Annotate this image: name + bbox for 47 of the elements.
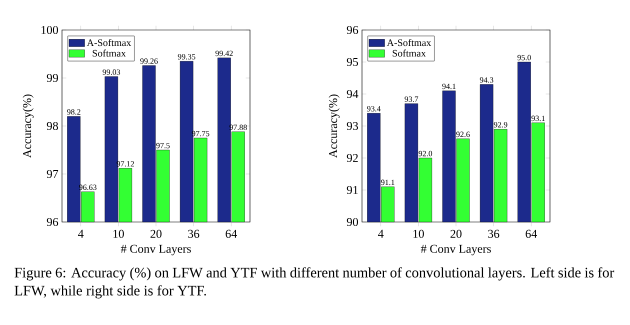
y-tick-label: 98 xyxy=(46,122,58,130)
y-tick-label: 94 xyxy=(346,90,358,98)
data-label: 99.26 xyxy=(140,58,158,64)
x-tick-label: 36 xyxy=(188,230,200,238)
data-label: 95.0 xyxy=(517,54,531,60)
x-tick-label: 36 xyxy=(488,230,500,238)
y-tick-label: 91 xyxy=(346,186,358,194)
data-label: 99.03 xyxy=(102,69,120,75)
legend-label: A-Softmax xyxy=(386,38,432,46)
x-tick-label: 20 xyxy=(450,230,462,238)
x-tick-label: 10 xyxy=(113,230,124,238)
y-axis-title: Accuracy(%) xyxy=(22,94,34,158)
x-tick-label: 64 xyxy=(526,230,538,238)
data-label: 94.1 xyxy=(442,84,456,90)
x-axis-title: # Conv Layers xyxy=(120,244,191,256)
x-tick-label: 20 xyxy=(150,230,162,238)
x-axis-title: # Conv Layers xyxy=(420,244,491,256)
y-tick-label: 99 xyxy=(46,74,58,82)
data-label: 97.5 xyxy=(156,142,170,148)
x-tick-label: 64 xyxy=(226,230,238,238)
y-tick-label: 96 xyxy=(346,26,358,34)
data-label: 91.1 xyxy=(381,180,394,186)
x-tick-label: 4 xyxy=(378,230,384,238)
legend-label: Softmax xyxy=(392,50,426,57)
data-label: 93.1 xyxy=(531,116,545,122)
x-tick-label: 10 xyxy=(413,230,424,238)
y-tick-label: 95 xyxy=(346,58,358,66)
data-label: 94.3 xyxy=(480,77,494,83)
data-label: 93.4 xyxy=(367,106,381,112)
data-label: 92.6 xyxy=(456,132,470,138)
data-label: 92.9 xyxy=(494,122,508,128)
y-tick-label: 100 xyxy=(42,26,58,34)
x-tick-label: 4 xyxy=(78,230,84,238)
data-label: 98.2 xyxy=(67,109,80,115)
caption: Figure 6: Accuracy (%) on LFW and YTF with different number of convolutional layers. Left side is for LFW, while right side is for YTF. xyxy=(14,267,614,298)
y-tick-label: 92 xyxy=(346,154,358,162)
y-tick-label: 97 xyxy=(46,170,58,178)
data-label: 92.0 xyxy=(418,150,432,156)
y-tick-label: 90 xyxy=(346,218,358,226)
y-axis-title: Accuracy(%) xyxy=(328,94,340,158)
legend-label: A-Softmax xyxy=(86,38,132,46)
legend-label: Softmax xyxy=(92,50,126,57)
y-tick-label: 93 xyxy=(346,122,358,130)
data-label: 99.42 xyxy=(215,50,233,56)
data-label: 93.7 xyxy=(404,96,418,102)
data-label: 99.35 xyxy=(178,54,196,60)
y-tick-label: 96 xyxy=(46,218,58,226)
